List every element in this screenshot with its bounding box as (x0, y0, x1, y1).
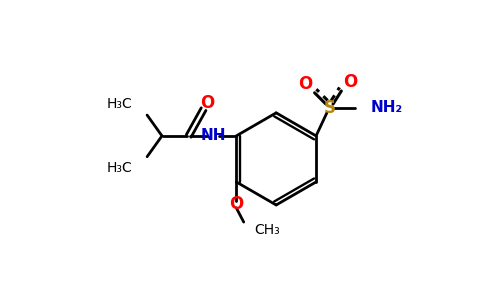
Text: O: O (343, 73, 357, 91)
Text: H₃C: H₃C (106, 161, 132, 175)
Text: NH₂: NH₂ (370, 100, 403, 115)
Text: H₃C: H₃C (106, 97, 132, 111)
Text: O: O (200, 94, 214, 112)
Text: NH: NH (201, 128, 226, 143)
Text: CH₃: CH₃ (255, 223, 280, 236)
Text: S: S (323, 99, 335, 117)
Text: O: O (299, 75, 313, 93)
Text: O: O (229, 195, 243, 213)
